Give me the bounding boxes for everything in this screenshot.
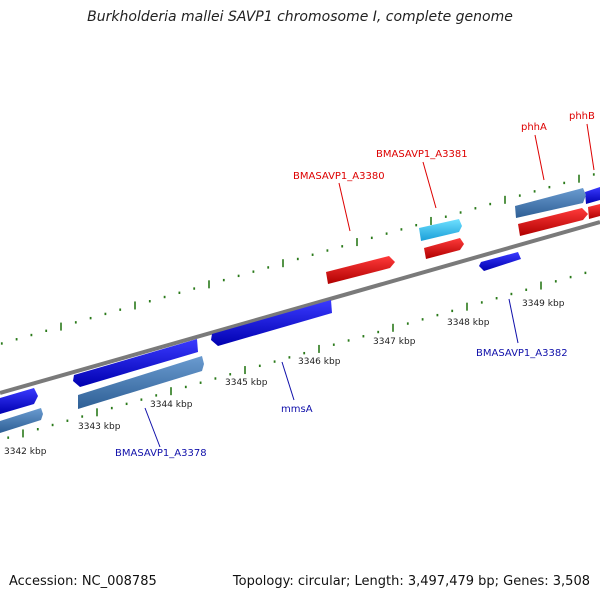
forward-cds-feature — [211, 300, 332, 346]
scale-label: 3344 kbp — [150, 400, 193, 410]
accession-text: Accession: NC_008785 — [9, 574, 157, 589]
forward-cds-feature — [585, 187, 600, 204]
backbone-line — [0, 220, 600, 395]
gene-label-bmasavp1-a3382: BMASAVP1_A3382 — [476, 348, 568, 359]
leader-line — [338, 182, 351, 232]
leader-line — [508, 298, 519, 344]
scale-label: 3343 kbp — [78, 422, 121, 432]
forward-strand-features — [0, 187, 600, 414]
scale-label: 3349 kbp — [522, 299, 565, 309]
reverse-cds-feature — [326, 256, 395, 284]
forward-cds-feature — [73, 339, 198, 387]
gene-label-phhb: phhB — [569, 111, 595, 122]
reverse-strand-features — [326, 204, 600, 284]
scale-label: 3346 kbp — [298, 357, 341, 367]
forward-cds-feature — [0, 388, 38, 414]
gene-label-bmasavp1-a3378: BMASAVP1_A3378 — [115, 448, 207, 459]
forward-gene-feature — [515, 188, 586, 218]
forward-gene-features — [0, 188, 586, 433]
reverse-cds-feature — [424, 238, 464, 259]
leader-line — [534, 134, 545, 181]
gene-label-mmsa: mmsA — [281, 404, 313, 415]
label-leaders — [144, 123, 595, 448]
reverse-gene-feature — [419, 219, 462, 241]
leader-line — [422, 161, 437, 209]
map-title: Burkholderia mallei SAVP1 chromosome I, … — [87, 9, 513, 25]
forward-cds-feature — [479, 252, 521, 271]
scale-labels: 3342 kbp 3343 kbp 3344 kbp 3345 kbp 3346… — [4, 299, 565, 457]
reverse-cds-feature — [518, 208, 588, 236]
gene-label-bmasavp1-a3381: BMASAVP1_A3381 — [376, 149, 468, 160]
genome-summary-text: Topology: circular; Length: 3,497,479 bp… — [232, 574, 590, 589]
scale-label: 3348 kbp — [447, 318, 490, 328]
tick-marks — [0, 173, 595, 439]
scale-label: 3342 kbp — [4, 447, 47, 457]
leader-line — [144, 407, 161, 448]
forward-gene-feature — [78, 356, 204, 409]
leader-line — [281, 361, 295, 401]
scale-label: 3347 kbp — [373, 337, 416, 347]
gene-label-phha: phhA — [521, 122, 547, 133]
scale-label: 3345 kbp — [225, 378, 268, 388]
leader-line — [586, 123, 595, 171]
reverse-cds-feature — [588, 204, 600, 219]
gene-label-bmasavp1-a3380: BMASAVP1_A3380 — [293, 171, 385, 182]
forward-gene-feature — [0, 408, 43, 433]
gene-labels: BMASAVP1_A3378 mmsA BMASAVP1_A3382 BMASA… — [115, 111, 595, 459]
